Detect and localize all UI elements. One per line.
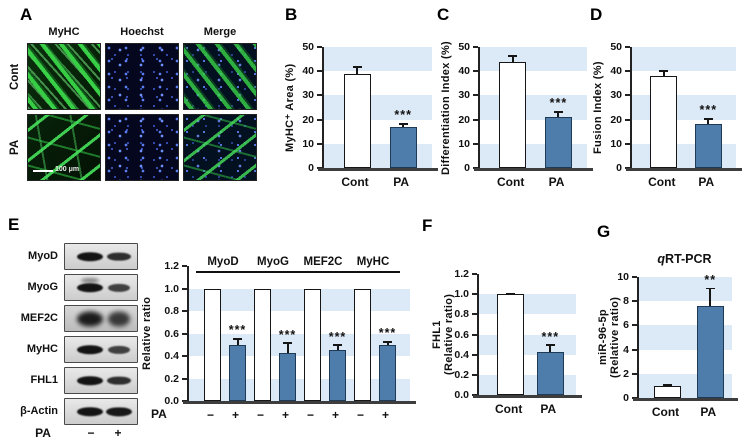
column-header-myhc: MyHC (48, 26, 80, 38)
blot-lane-label-minus: − (87, 426, 95, 440)
blot-label: MEF2C (20, 312, 58, 324)
blot-box (64, 305, 138, 332)
micrograph-pa-merge (183, 114, 257, 181)
blot-row-5: FHL1 (4, 367, 144, 394)
blot-label: MyoG (27, 281, 58, 293)
blot-band-minus (77, 375, 103, 386)
blot-label: MyHC (26, 343, 58, 355)
panel-f-label: F (422, 216, 433, 235)
blot-band-minus (77, 311, 103, 326)
blot-band-minus (77, 344, 103, 355)
blot-box (64, 398, 138, 425)
blot-box (64, 243, 138, 270)
blot-smear (81, 278, 99, 283)
column-header-merge: Merge (203, 26, 237, 38)
blot-label: MyoD (28, 250, 58, 262)
column-header-hoechst: Hoechst (120, 26, 164, 38)
blot-band-minus (77, 251, 103, 262)
blot-box (64, 274, 138, 301)
blot-row-1: MyoD (4, 243, 144, 270)
panel-c-label: C (437, 5, 450, 24)
blot-row-2: MyoG (4, 274, 144, 301)
blot-label: β-Actin (20, 405, 58, 417)
panel-a-label: A (20, 5, 33, 24)
blot-band-plus (107, 252, 131, 261)
blot-lane-axis-title: PA (35, 426, 51, 440)
blot-row-4: MyHC (4, 336, 144, 363)
blot-band-plus (107, 311, 131, 326)
scale-bar (33, 170, 53, 172)
micrograph-pa-myhc (27, 114, 101, 181)
panel-g-label: G (597, 222, 611, 241)
panel-e-label: E (8, 215, 20, 234)
blot-band-plus (107, 345, 131, 354)
blot-band-plus (106, 406, 132, 417)
micrograph-cont-myhc (27, 43, 101, 110)
panel-b-label: B (285, 5, 298, 24)
scale-bar-label: 100 μm (55, 166, 80, 173)
blot-band-minus (77, 406, 103, 417)
micrograph-cont-merge (183, 43, 257, 110)
blot-band-plus (107, 376, 131, 385)
blot-box (64, 367, 138, 394)
blot-lane-label-plus: + (114, 426, 122, 440)
micrograph-pa-hoechst (105, 114, 179, 181)
panel-d-label: D (590, 5, 603, 24)
micrograph-cont-hoechst (105, 43, 179, 110)
blot-band-plus (107, 283, 131, 292)
blot-box (64, 336, 138, 363)
blot-row-6: β-Actin (4, 398, 144, 425)
blot-band-minus (77, 282, 103, 293)
blot-row-3: MEF2C (4, 305, 144, 332)
blot-label: FHL1 (30, 374, 59, 386)
